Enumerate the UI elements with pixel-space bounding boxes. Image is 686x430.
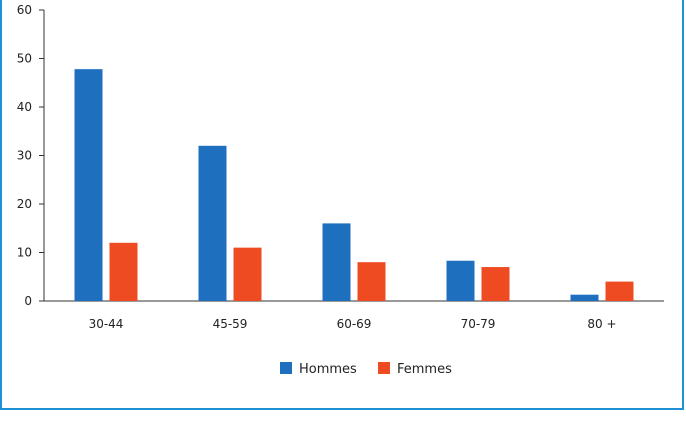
- y-tick-labels: 0 10 20 30 40 50 60: [17, 3, 44, 308]
- bar-femmes-3044: [109, 242, 138, 301]
- x-category-label: 30-44: [89, 317, 124, 331]
- legend: Hommes Femmes: [280, 362, 452, 377]
- bar-femmes-7079: [481, 267, 510, 301]
- x-category-label: 45-59: [213, 317, 248, 331]
- x-category-labels: 30-44 45-59 60-69 70-79 80 +: [89, 317, 617, 331]
- y-tick-label: 20: [17, 197, 32, 211]
- bar-hommes-4559: [198, 145, 227, 301]
- legend-swatch-femmes: [378, 362, 390, 374]
- y-tick-label: 50: [17, 52, 32, 66]
- x-category-label: 80 +: [587, 317, 616, 331]
- y-tick-label: 10: [17, 246, 32, 260]
- x-category-label: 70-79: [461, 317, 496, 331]
- y-tick-label: 60: [17, 3, 32, 17]
- x-category-label: 60-69: [337, 317, 372, 331]
- bar-hommes-6069: [322, 223, 351, 301]
- chart-frame: [0, 0, 684, 410]
- y-tick-label: 0: [24, 294, 32, 308]
- legend-label-hommes: Hommes: [299, 362, 357, 377]
- bar-hommes-3044: [74, 69, 103, 301]
- bars: [74, 69, 634, 301]
- bar-femmes-4559: [233, 247, 262, 301]
- bar-hommes-7079: [446, 260, 475, 301]
- legend-swatch-hommes: [280, 362, 292, 374]
- bar-femmes-80: [605, 281, 634, 301]
- y-tick-label: 40: [17, 100, 32, 114]
- legend-label-femmes: Femmes: [397, 362, 452, 377]
- bar-hommes-80: [570, 294, 599, 301]
- bar-femmes-6069: [357, 262, 386, 301]
- y-tick-label: 30: [17, 149, 32, 163]
